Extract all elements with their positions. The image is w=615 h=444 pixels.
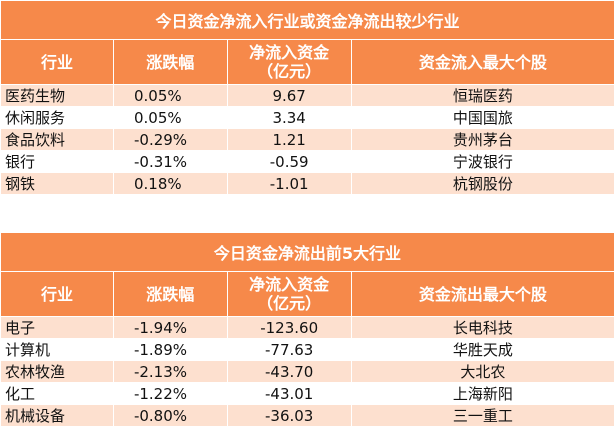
industry-cell: 银行 [0, 150, 114, 173]
net-flow-cell: -0.59 [226, 150, 352, 173]
industry-cell: 医药生物 [0, 84, 114, 107]
top-stock-cell: 三一重工 [350, 404, 615, 427]
top-stock-cell: 杭钢股份 [350, 172, 615, 195]
top-stock-cell: 恒瑞医药 [350, 84, 615, 107]
change-cell: -0.80% [112, 404, 228, 427]
top-stock-cell: 华胜天成 [350, 338, 615, 361]
inflow-table: 今日资金净流入行业或资金净流出较少行业 行业 涨跌幅 净流入资金 （亿元） 资金流… [0, 0, 615, 195]
table-row: 银行 -0.31% -0.59 宁波银行 [0, 150, 615, 173]
table-row: 休闲服务 0.05% 3.34 中国国旅 [0, 106, 615, 129]
header-top-stock: 资金流出最大个股 [350, 271, 615, 317]
table-row: 化工 -1.22% -43.01 上海新阳 [0, 382, 615, 405]
header-industry: 行业 [0, 271, 114, 317]
change-cell: 0.05% [112, 84, 228, 107]
net-flow-cell: -36.03 [226, 404, 352, 427]
top-stock-cell: 长电科技 [350, 316, 615, 339]
industry-cell: 农林牧渔 [0, 360, 114, 383]
outflow-table-body: 电子 -1.94% -123.60 长电科技 计算机 -1.89% -77.63 华胜天成 农林… [0, 316, 615, 427]
industry-cell: 钢铁 [0, 172, 114, 195]
net-flow-cell: -43.01 [226, 382, 352, 405]
table-row: 电子 -1.94% -123.60 长电科技 [0, 316, 615, 339]
net-flow-cell: -1.01 [226, 172, 352, 195]
change-cell: -2.13% [112, 360, 228, 383]
net-flow-cell: -77.63 [226, 338, 352, 361]
inflow-table-body: 医药生物 0.05% 9.67 恒瑞医药 休闲服务 0.05% 3.34 中国国旅 食品饮料 -0… [0, 84, 615, 195]
outflow-table: 今日资金净流出前5大行业 行业 涨跌幅 净流入资金 （亿元） 资金流出最大个股 电… [0, 232, 615, 427]
net-flow-cell: 3.34 [226, 106, 352, 129]
net-flow-cell: -43.70 [226, 360, 352, 383]
change-cell: -1.94% [112, 316, 228, 339]
industry-cell: 食品饮料 [0, 128, 114, 151]
net-flow-cell: 9.67 [226, 84, 352, 107]
industry-cell: 电子 [0, 316, 114, 339]
outflow-table-title: 今日资金净流出前5大行业 [0, 232, 615, 272]
inflow-table-title: 今日资金净流入行业或资金净流出较少行业 [0, 0, 615, 40]
change-cell: -1.22% [112, 382, 228, 405]
change-cell: 0.18% [112, 172, 228, 195]
net-flow-cell: 1.21 [226, 128, 352, 151]
net-flow-cell: -123.60 [226, 316, 352, 339]
header-industry: 行业 [0, 39, 114, 85]
industry-cell: 化工 [0, 382, 114, 405]
header-net-flow: 净流入资金 （亿元） [226, 39, 352, 85]
top-stock-cell: 上海新阳 [350, 382, 615, 405]
inflow-table-title-row: 今日资金净流入行业或资金净流出较少行业 [0, 0, 615, 40]
header-change: 涨跌幅 [112, 271, 228, 317]
change-cell: -0.29% [112, 128, 228, 151]
inflow-table-header-row: 行业 涨跌幅 净流入资金 （亿元） 资金流入最大个股 [0, 39, 615, 85]
industry-cell: 休闲服务 [0, 106, 114, 129]
table-row: 钢铁 0.18% -1.01 杭钢股份 [0, 172, 615, 195]
change-cell: -0.31% [112, 150, 228, 173]
table-row: 食品饮料 -0.29% 1.21 贵州茅台 [0, 128, 615, 151]
header-top-stock: 资金流入最大个股 [350, 39, 615, 85]
table-row: 医药生物 0.05% 9.67 恒瑞医药 [0, 84, 615, 107]
top-stock-cell: 宁波银行 [350, 150, 615, 173]
table-row: 农林牧渔 -2.13% -43.70 大北农 [0, 360, 615, 383]
table-row: 机械设备 -0.80% -36.03 三一重工 [0, 404, 615, 427]
top-stock-cell: 贵州茅台 [350, 128, 615, 151]
top-stock-cell: 大北农 [350, 360, 615, 383]
table-row: 计算机 -1.89% -77.63 华胜天成 [0, 338, 615, 361]
industry-cell: 机械设备 [0, 404, 114, 427]
outflow-table-title-row: 今日资金净流出前5大行业 [0, 232, 615, 272]
table-gap [0, 216, 615, 232]
header-net-flow: 净流入资金 （亿元） [226, 271, 352, 317]
change-cell: 0.05% [112, 106, 228, 129]
change-cell: -1.89% [112, 338, 228, 361]
header-change: 涨跌幅 [112, 39, 228, 85]
industry-cell: 计算机 [0, 338, 114, 361]
outflow-table-header-row: 行业 涨跌幅 净流入资金 （亿元） 资金流出最大个股 [0, 271, 615, 317]
top-stock-cell: 中国国旅 [350, 106, 615, 129]
